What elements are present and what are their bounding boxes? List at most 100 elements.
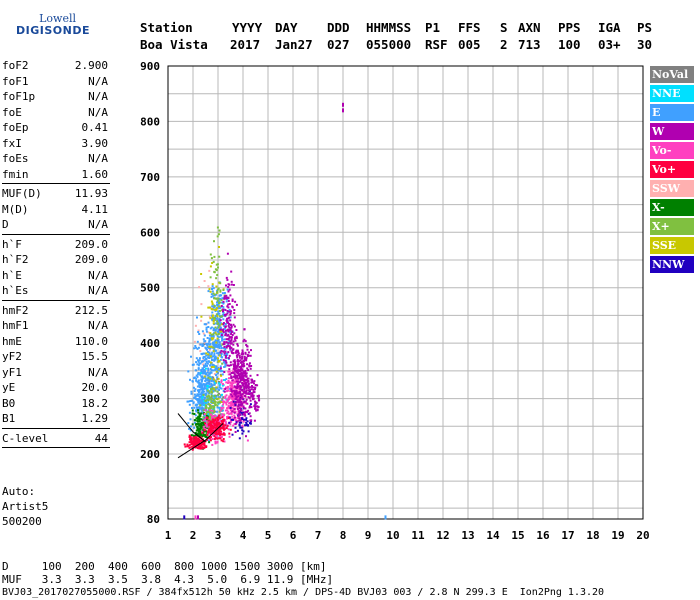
data-point: [219, 301, 222, 304]
data-point: [258, 394, 260, 397]
data-point: [235, 350, 238, 353]
data-point: [242, 360, 245, 363]
x-tick-label: 14: [486, 529, 500, 542]
data-point: [245, 418, 247, 421]
data-point: [242, 420, 245, 423]
data-point: [209, 368, 212, 370]
data-point: [227, 382, 229, 384]
data-point: [211, 288, 213, 290]
data-point: [214, 389, 217, 392]
data-point: [229, 409, 232, 411]
param-name: h`F: [2, 237, 22, 251]
data-point: [230, 350, 233, 353]
data-point: [222, 418, 225, 421]
data-point: [223, 341, 226, 344]
data-point: [222, 423, 225, 426]
data-point: [202, 383, 205, 386]
data-point: [216, 432, 219, 435]
data-point: [201, 384, 204, 387]
data-point: [207, 399, 210, 402]
data-point: [240, 396, 243, 398]
data-point: [210, 295, 213, 298]
auto-artist: Artist5: [2, 500, 49, 513]
data-point: [212, 342, 215, 344]
data-point: [232, 371, 235, 374]
data-point: [230, 393, 233, 396]
data-point: [221, 337, 223, 340]
param-value: 2.900: [74, 59, 108, 72]
data-point: [220, 301, 223, 304]
y-tick-label: 200: [140, 448, 160, 461]
header-value: 30: [637, 37, 653, 52]
data-point: [204, 418, 206, 421]
data-point: [207, 437, 210, 439]
data-point: [244, 351, 247, 354]
data-point: [200, 273, 203, 275]
data-point: [215, 431, 218, 433]
x-tick-label: 17: [561, 529, 574, 542]
data-point: [231, 406, 234, 409]
data-point: [220, 387, 223, 390]
data-point: [211, 376, 214, 379]
data-point: [227, 373, 230, 376]
data-point: [207, 374, 210, 377]
data-point: [246, 385, 249, 388]
data-point: [212, 390, 215, 392]
data-point: [205, 328, 208, 331]
y-tick-label: 700: [140, 171, 160, 184]
data-point: [230, 310, 232, 313]
data-point: [200, 386, 202, 389]
data-point: [242, 377, 245, 380]
data-point: [206, 362, 209, 365]
data-point: [206, 398, 209, 401]
data-point: [223, 345, 226, 348]
param-divider: [2, 447, 110, 448]
data-point: [200, 388, 203, 390]
data-point: [197, 409, 199, 412]
data-point: [236, 360, 239, 363]
data-point: [221, 413, 224, 416]
data-point: [225, 378, 228, 381]
data-point: [222, 323, 225, 326]
data-point: [243, 355, 246, 358]
data-point: [229, 390, 232, 393]
data-point: [213, 297, 216, 300]
data-point: [217, 287, 220, 290]
data-point: [209, 347, 212, 350]
data-point: [227, 389, 229, 392]
data-point: [229, 428, 232, 431]
data-point: [193, 419, 196, 422]
data-point: [236, 375, 239, 377]
data-point: [205, 435, 207, 438]
data-point: [233, 385, 236, 388]
data-point: [233, 411, 236, 414]
data-point: [216, 299, 219, 302]
data-point: [202, 416, 205, 419]
data-point: [245, 358, 248, 361]
data-point: [245, 417, 248, 420]
data-point: [211, 377, 214, 380]
data-point: [205, 414, 208, 417]
data-point: [235, 400, 238, 403]
data-point: [222, 331, 225, 334]
data-point: [220, 379, 223, 382]
data-point: [206, 379, 209, 382]
data-point: [220, 436, 223, 438]
data-point: [208, 349, 211, 352]
data-point: [210, 388, 213, 391]
data-point: [219, 315, 222, 318]
data-point: [217, 420, 220, 423]
parameter-list: foF2 2.900 foF1 N/A foF1p N/A foE N/A foEp 0.41 fx…: [2, 58, 110, 450]
data-point: [225, 361, 228, 364]
data-point: [224, 356, 227, 359]
data-point: [213, 422, 216, 425]
data-point: [197, 364, 200, 367]
param-row: yE 20.0: [2, 380, 110, 396]
data-point: [215, 327, 218, 330]
data-point: [191, 412, 194, 415]
data-point: [232, 392, 234, 395]
data-point: [217, 352, 220, 355]
param-name: B1: [2, 412, 16, 425]
data-point: [212, 429, 215, 432]
param-divider: [2, 299, 110, 301]
